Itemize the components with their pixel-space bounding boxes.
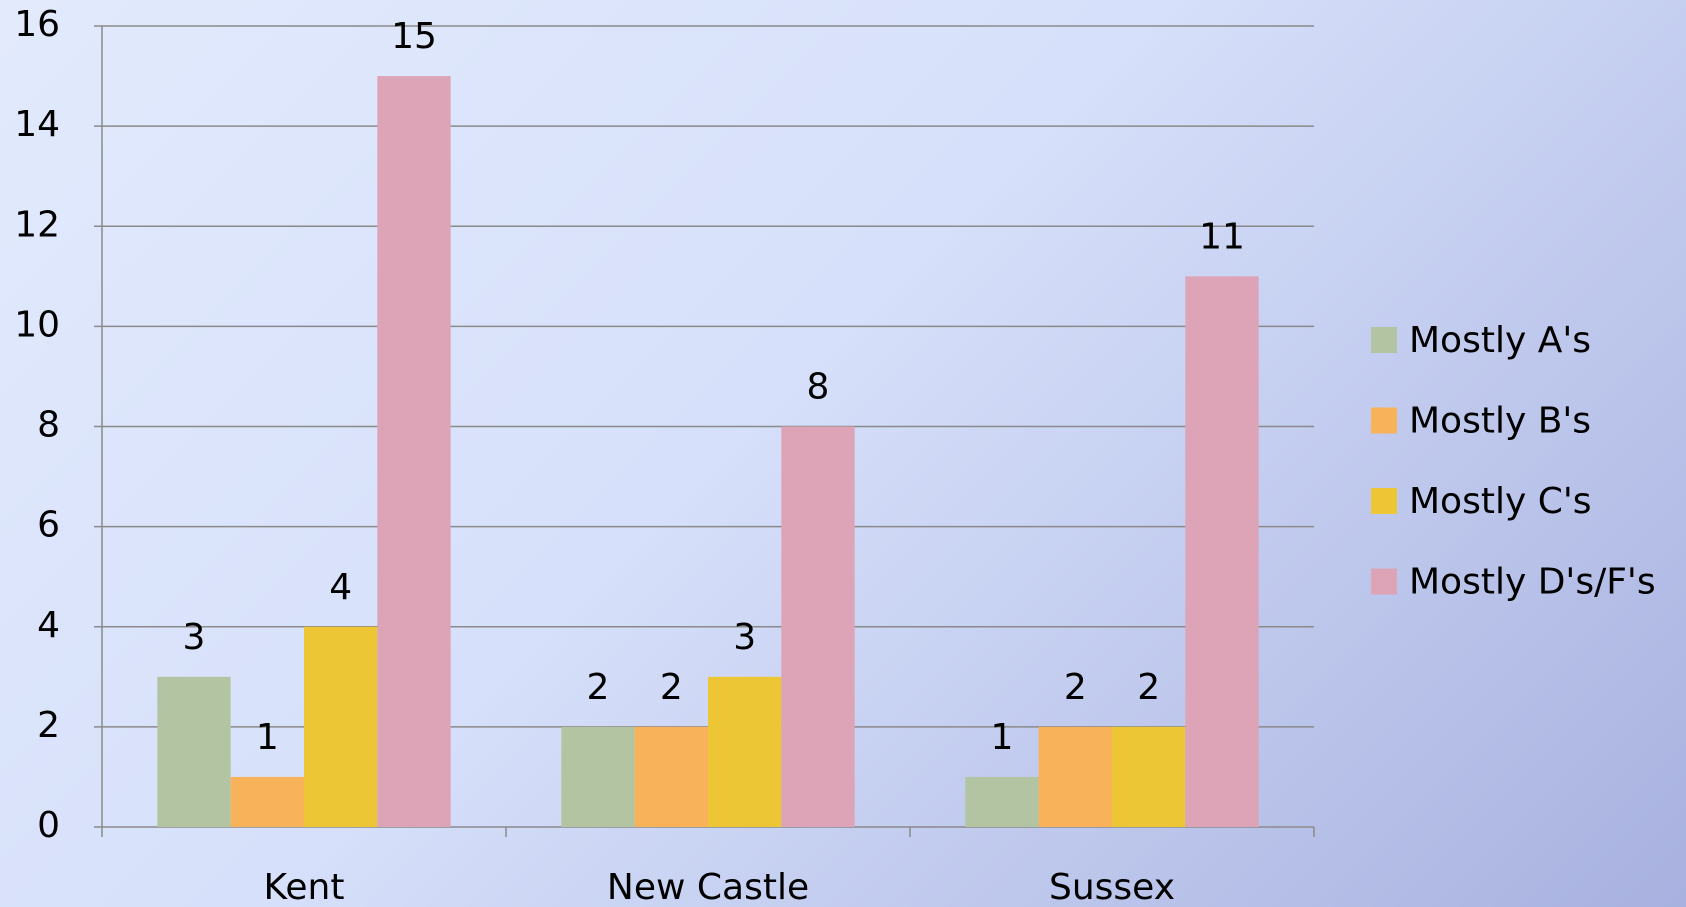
data-label: 2	[1137, 667, 1160, 708]
y-tick-label: 2	[37, 705, 60, 746]
x-tick-label: Sussex	[1049, 867, 1175, 907]
data-label: 2	[587, 667, 610, 708]
data-label: 11	[1199, 216, 1245, 257]
y-tick-label: 8	[37, 405, 60, 446]
bar	[1185, 276, 1259, 827]
legend-swatch	[1371, 488, 1397, 514]
y-tick-label: 16	[14, 4, 60, 45]
data-label: 8	[807, 367, 830, 408]
data-label: 1	[256, 717, 279, 758]
bar	[1112, 726, 1186, 827]
legend-swatch	[1371, 568, 1397, 595]
bar	[708, 676, 782, 827]
data-label: 1	[991, 717, 1014, 758]
data-label: 2	[1064, 667, 1087, 708]
x-tick-label: Kent	[264, 867, 345, 907]
y-tick-label: 12	[14, 204, 60, 245]
bar	[965, 776, 1039, 827]
bar	[304, 626, 378, 827]
data-label: 15	[391, 16, 437, 57]
data-label: 3	[183, 617, 206, 658]
bar	[634, 726, 708, 827]
y-tick-label: 4	[37, 605, 60, 646]
bar	[781, 426, 855, 827]
y-tick-label: 14	[14, 104, 60, 145]
data-label: 2	[660, 667, 683, 708]
data-label: 3	[733, 617, 756, 658]
legend-label: Mostly C's	[1409, 481, 1592, 522]
y-tick-label: 6	[37, 505, 60, 546]
legend-label: Mostly A's	[1409, 320, 1591, 361]
x-tick-label: New Castle	[607, 867, 809, 907]
legend-label: Mostly B's	[1409, 401, 1591, 442]
bar	[157, 676, 231, 827]
bar	[377, 76, 451, 827]
legend-swatch	[1371, 407, 1397, 434]
legend-swatch	[1371, 327, 1397, 353]
y-tick-label: 0	[37, 805, 60, 846]
bar	[230, 776, 304, 827]
bar	[561, 726, 635, 827]
legend-label: Mostly D's/F's	[1409, 562, 1656, 603]
data-label: 4	[329, 567, 352, 608]
y-tick-label: 10	[14, 304, 60, 345]
bar	[1038, 726, 1112, 827]
